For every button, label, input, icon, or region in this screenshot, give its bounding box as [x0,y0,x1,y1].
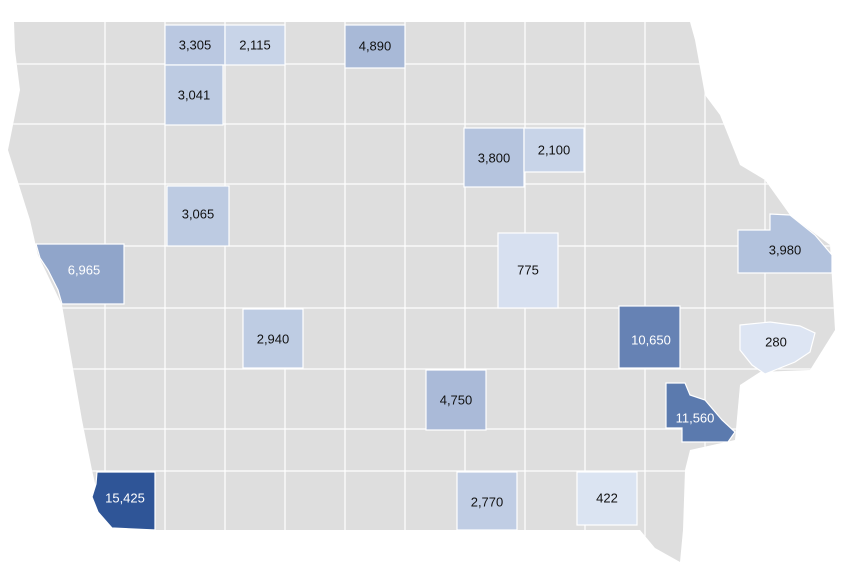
county-label: 2,770 [471,494,504,509]
county [164,24,226,66]
county [737,213,833,274]
county [35,243,125,305]
county [242,308,304,369]
county [425,369,487,431]
county-label: 2,940 [257,331,290,346]
county [618,305,681,369]
county-label: 775 [517,262,539,277]
county [497,232,559,309]
county-label: 280 [765,334,787,349]
county-label: 3,980 [769,242,802,257]
county [576,471,638,526]
county-label: 11,560 [676,410,715,425]
county-label: 3,041 [178,87,211,102]
shaded-counties: 3,305 2,115 4,890 3,041 3,800 2,100 3,06… [35,24,833,531]
county-label: 422 [596,490,618,505]
county-label: 2,115 [239,37,271,52]
county [739,321,816,375]
county-label: 4,890 [359,38,392,53]
county-label: 10,650 [631,332,671,347]
county-label: 2,100 [538,142,571,157]
county-label: 4,750 [440,392,473,407]
county-label: 6,965 [68,262,101,277]
county [224,24,286,66]
county-label: 15,425 [105,490,145,505]
county [344,24,406,69]
county [164,64,224,126]
county-label: 3,305 [179,37,212,52]
county [456,471,518,531]
county-label: 3,800 [478,150,511,165]
county-label: 3,065 [182,206,215,221]
county [166,185,230,247]
county [665,382,736,443]
county [91,471,156,531]
county [523,127,585,173]
